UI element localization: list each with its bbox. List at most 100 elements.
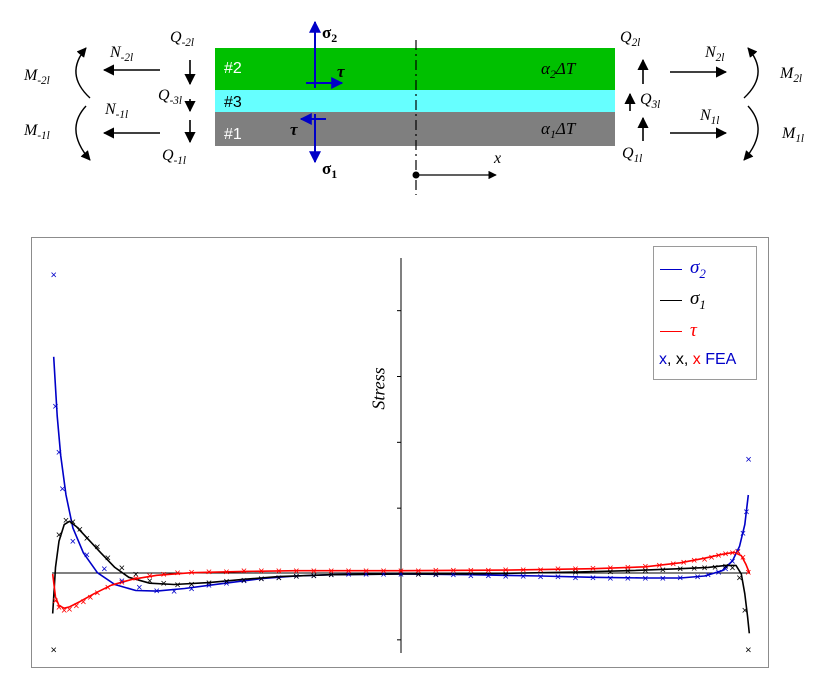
fea-point-sigma2: × (276, 572, 282, 584)
fea-point-sigma2: × (743, 507, 749, 519)
fea-point-tau: × (701, 554, 707, 566)
fea-point-tau: × (722, 549, 728, 561)
fea-point-sigma1: × (745, 645, 751, 657)
fea-point-tau: × (590, 563, 596, 575)
fea-point-sigma2: × (694, 572, 700, 584)
legend-fea-part: x (675, 351, 684, 368)
moment-right-bottom-arrow (743, 105, 759, 161)
tau-bottom-label: τ (290, 120, 298, 139)
fea-point-sigma2: × (50, 270, 56, 282)
x-axis-label: x (493, 150, 501, 167)
fea-point-sigma1: × (77, 524, 83, 536)
fea-point-sigma1: × (146, 576, 152, 588)
fea-markers: ××××××××× × × × × × × × × × × × × × × × × × × × × × × × × × × × × × × ×… (50, 270, 751, 657)
moment-right-top-label: M2l (779, 65, 802, 85)
fea-point-sigma1: × (63, 515, 69, 527)
legend-swatch-tau (660, 330, 682, 332)
fea-point-sigma2: × (590, 572, 596, 584)
fea-point-sigma2: × (153, 586, 159, 598)
legend-item-fea: x, x, x FEA (659, 351, 736, 369)
fea-point-tau: × (502, 564, 508, 576)
fea-point-tau: × (468, 565, 474, 577)
fea-point-tau: × (206, 566, 212, 578)
fea-point-sigma2: × (415, 569, 421, 581)
fea-point-sigma1: × (722, 561, 728, 573)
fea-point-sigma2: × (485, 570, 491, 582)
fea-point-sigma2: × (715, 567, 721, 579)
fea-point-sigma2: × (84, 549, 90, 561)
stress-plot-area: ××××××××× × × × × × × × × × × × × × × × × × × × × × × × × × × × × × × ×… (50, 258, 752, 657)
fea-point-sigma1: × (677, 564, 683, 576)
legend-label-sigma2: σ2 (690, 256, 706, 281)
fea-point-sigma2: × (206, 580, 212, 592)
fea-point-sigma1: × (729, 562, 735, 574)
fea-point-tau: × (625, 562, 631, 574)
fea-point-tau: × (572, 564, 578, 576)
fea-point-sigma1: × (328, 570, 334, 582)
fea-point-sigma2: × (555, 572, 561, 584)
sigma1-label: σ1 (322, 159, 337, 181)
fea-point-tau: × (656, 560, 662, 572)
fea-point-sigma2: × (677, 572, 683, 584)
fea-point-sigma2: × (729, 556, 735, 568)
fea-point-sigma2: × (433, 570, 439, 582)
fea-point-tau: × (715, 550, 721, 562)
fea-point-tau: × (133, 573, 139, 585)
fea-point-sigma2: × (735, 546, 741, 558)
moment-left-bottom-arrow (75, 105, 91, 161)
fea-point-sigma1: × (433, 569, 439, 581)
stress-chart: × × × × × × × × × × × × × × × × × × × × × × × × × × × × × × × × × × × × × × × ×… (31, 237, 769, 668)
fea-point-sigma2: × (705, 570, 711, 582)
fea-point-tau: × (146, 570, 152, 582)
n-left-bottom-label: N-1l (104, 101, 128, 121)
fea-point-sigma2: × (722, 564, 728, 576)
moment-right-bottom-label: M1l (781, 125, 804, 145)
fea-point-sigma1: × (712, 562, 718, 574)
fea-point-sigma1: × (742, 605, 748, 617)
fea-point-sigma2: × (740, 528, 746, 540)
fea-point-tau: × (735, 547, 741, 559)
q-left-top-label: Q-2l (170, 29, 194, 49)
fea-point-tau: × (708, 552, 714, 564)
layer-3-label: #3 (224, 94, 242, 111)
laminate-diagram: #2 #3 #1 α2ΔT α1ΔT x σ2 τ τ σ1 M-2l M-1l… (23, 20, 804, 195)
fea-point-sigma1: × (70, 516, 76, 528)
y-axis-ticks (397, 310, 401, 641)
fea-point-tau: × (160, 569, 166, 581)
fea-point-sigma2: × (625, 573, 631, 585)
fea-point-sigma2: × (101, 564, 107, 576)
fea-point-sigma1: × (691, 563, 697, 575)
fea-point-sigma2: × (136, 582, 142, 594)
fea-point-sigma1: × (293, 571, 299, 583)
layer-3 (215, 90, 615, 112)
fea-point-tau: × (311, 566, 317, 578)
legend-item-tau: τ (660, 319, 697, 343)
legend-fea-part: x (692, 351, 701, 368)
fea-point-tau: × (188, 567, 194, 579)
fea-point-sigma1: × (50, 645, 56, 657)
fea-point-tau: × (691, 555, 697, 567)
fea-point-tau: × (450, 565, 456, 577)
layer-2 (215, 48, 615, 90)
fea-point-tau: × (73, 601, 79, 613)
fea-point-sigma2: × (311, 570, 317, 582)
fea-point-sigma1: × (276, 572, 282, 584)
fea-point-tau: × (119, 577, 125, 589)
fea-point-tau: × (105, 582, 111, 594)
moment-left-top-label: M-2l (23, 67, 50, 87)
legend-swatch-sigma1 (660, 299, 682, 301)
fea-point-sigma2: × (745, 454, 751, 466)
series-line-sigma1 (51, 520, 751, 634)
legend-fea-part: x (659, 351, 667, 368)
fea-point-tau: × (258, 566, 264, 578)
fea-point-sigma1: × (701, 562, 707, 574)
fea-point-sigma1: × (105, 553, 111, 565)
fea-point-sigma2: × (56, 447, 62, 459)
fea-point-sigma1: × (625, 566, 631, 578)
fea-point-sigma2: × (537, 572, 543, 584)
fea-point-sigma1: × (258, 574, 264, 586)
fea-point-sigma2: × (241, 576, 247, 588)
fea-point-tau: × (670, 559, 676, 571)
y-axis-label: Stress (368, 367, 389, 410)
series-line-tau (51, 551, 751, 609)
